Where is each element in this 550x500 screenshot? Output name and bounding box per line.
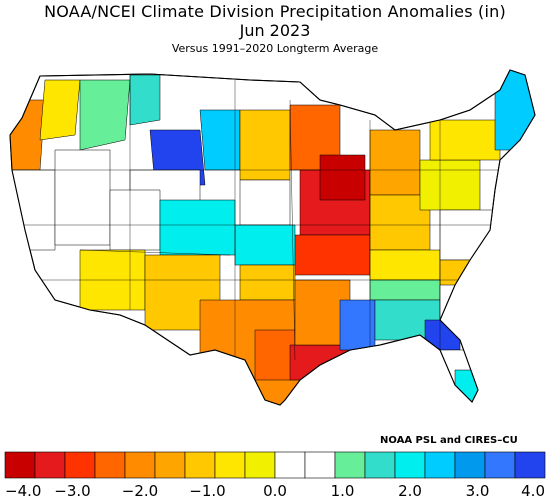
legend-tick-label: 4.0 — [521, 482, 545, 500]
region-montana-east — [199, 109, 241, 171]
region-kentucky — [369, 249, 441, 281]
legend-tick-label: 2.0 — [398, 482, 422, 500]
region-idaho — [79, 79, 131, 151]
legend-swatch — [274, 451, 306, 479]
region-dakotas — [239, 109, 291, 181]
region-california-north — [10, 169, 56, 251]
legend-swatch — [124, 451, 156, 479]
legend-tick-label: 0.0 — [263, 482, 287, 500]
legend-swatch — [34, 451, 66, 479]
region-south-carolina — [439, 284, 481, 321]
region-colorado — [159, 199, 236, 256]
region-nebraska — [239, 179, 291, 226]
legend-swatch — [4, 451, 36, 479]
map-period: Jun 2023 — [239, 21, 311, 40]
region-florida-south — [454, 369, 481, 405]
legend-swatch — [304, 451, 336, 479]
map-subtitle: Versus 1991–2020 Longterm Average — [171, 42, 379, 55]
legend-tick-label: 1.0 — [331, 482, 355, 500]
legend-swatch — [244, 451, 276, 479]
legend-tick-label: −4.0 — [5, 482, 41, 500]
legend-swatch — [514, 451, 546, 479]
region-pnw-inland — [39, 79, 81, 141]
region-mississippi — [339, 299, 376, 351]
legend-swatch — [184, 451, 216, 479]
legend-swatch — [214, 451, 246, 479]
region-wisconsin-core — [319, 154, 366, 201]
legend-swatch — [424, 451, 456, 479]
region-utah — [109, 189, 161, 251]
region-tennessee — [369, 279, 441, 301]
map-title: NOAA/NCEI Climate Division Precipitation… — [44, 2, 506, 21]
legend-swatch — [64, 451, 96, 479]
credit-label: NOAA PSL and CIRES–CU — [380, 435, 518, 446]
legend-swatch — [484, 451, 516, 479]
legend-tick-label: 3.0 — [466, 482, 490, 500]
region-pennsylvania — [419, 159, 481, 211]
region-nevada — [54, 149, 111, 246]
legend-swatch — [364, 451, 396, 479]
region-missouri — [289, 234, 371, 276]
legend-swatch — [394, 451, 426, 479]
legend-tick-label: −2.0 — [122, 482, 158, 500]
region-gulf-coast — [289, 344, 371, 381]
region-oklahoma — [239, 264, 296, 301]
region-pnw-coast — [10, 99, 46, 171]
legend-tick-label: −3.0 — [54, 482, 90, 500]
region-michigan — [369, 129, 421, 196]
legend-swatch — [454, 451, 486, 479]
region-new-york — [429, 119, 501, 161]
legend-swatch — [334, 451, 366, 479]
legend-tick-label: −1.0 — [189, 482, 225, 500]
region-kansas — [234, 224, 296, 266]
us-precip-anomaly-map — [9, 69, 536, 406]
region-montana-west — [129, 74, 161, 126]
legend-swatch — [154, 451, 186, 479]
color-legend: −4.0 −3.0 −2.0 −1.0 0.0 1.0 2.0 3.0 4.0 — [4, 451, 546, 500]
legend-swatch — [94, 451, 126, 479]
